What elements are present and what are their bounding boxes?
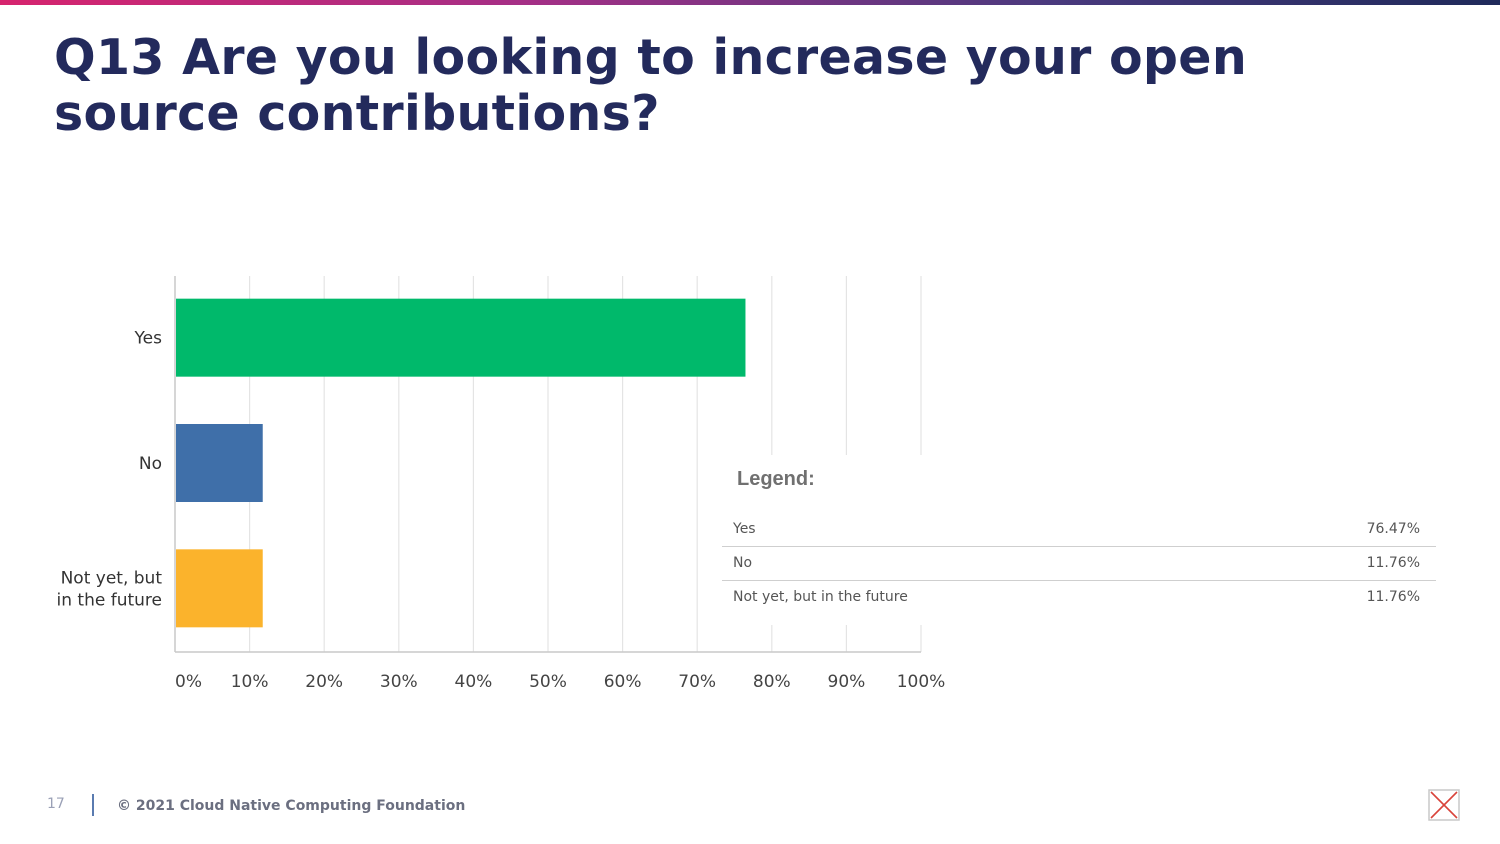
y-tick-label: in the future <box>57 590 162 610</box>
x-tick-label: 90% <box>828 672 866 692</box>
x-tick-label: 30% <box>380 672 418 692</box>
x-tick-label: 20% <box>305 672 343 692</box>
x-tick-label: 40% <box>455 672 493 692</box>
legend-value: 76.47% <box>1366 521 1420 537</box>
legend-row: Not yet, but in the future 11.76% <box>722 581 1436 614</box>
legend-row: No 11.76% <box>722 547 1436 581</box>
legend-label: No <box>733 555 753 571</box>
legend-value: 11.76% <box>1366 589 1420 605</box>
top-accent-bar <box>0 0 1500 5</box>
x-tick-label: 0% <box>175 672 202 692</box>
legend-label: Yes <box>733 521 756 537</box>
footer-copyright: © 2021 Cloud Native Computing Foundation <box>117 798 466 814</box>
y-tick-label: No <box>139 454 162 474</box>
legend-value: 11.76% <box>1366 555 1420 571</box>
footer-divider <box>92 794 94 816</box>
x-tick-label: 60% <box>604 672 642 692</box>
legend-row: Yes 76.47% <box>722 513 1436 547</box>
x-tick-label: 10% <box>231 672 269 692</box>
x-tick-label: 70% <box>678 672 716 692</box>
bar <box>176 298 746 377</box>
cncf-logo-icon <box>1428 789 1460 821</box>
x-tick-label: 100% <box>897 672 946 692</box>
x-tick-label: 50% <box>529 672 567 692</box>
x-tick-label: 80% <box>753 672 791 692</box>
page-title: Q13 Are you looking to increase your ope… <box>54 29 1248 142</box>
bar <box>176 549 263 628</box>
legend-title: Legend: <box>737 468 815 490</box>
legend-label: Not yet, but in the future <box>733 589 908 605</box>
y-tick-label: Yes <box>134 329 163 349</box>
y-tick-label: Not yet, but <box>61 568 163 588</box>
page-number: 17 <box>47 796 65 812</box>
bar <box>176 424 263 502</box>
legend-table: Legend: Yes 76.47% No 11.76% Not yet, bu… <box>722 455 1436 625</box>
